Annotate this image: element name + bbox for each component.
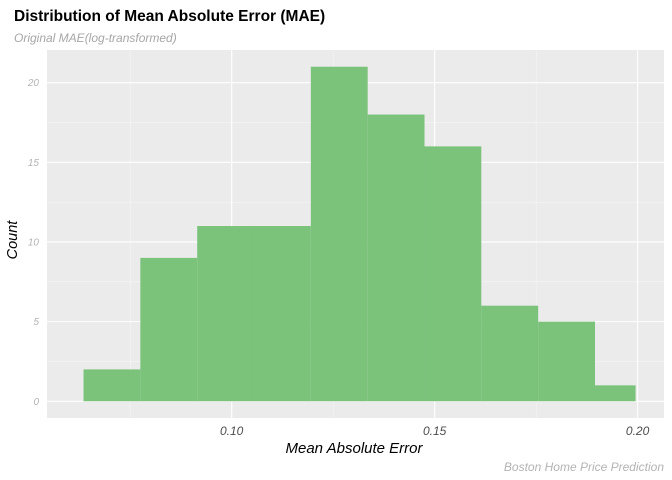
histogram-bar: [481, 305, 539, 402]
x-axis-label: Mean Absolute Error: [285, 440, 423, 457]
histogram-bar: [310, 66, 368, 402]
y-tick-label: 0: [33, 397, 39, 408]
y-tick-label: 15: [28, 158, 40, 169]
histogram-bar: [538, 321, 595, 402]
histogram-bar: [83, 369, 141, 402]
histogram-bar: [424, 146, 482, 402]
y-tick-labels: 0 5 10 15 20: [27, 78, 40, 408]
histogram-bar: [140, 257, 198, 402]
chart-subtitle: Original MAE(log-transformed): [14, 31, 177, 45]
x-tick-label: 0.20: [626, 424, 650, 438]
chart-title: Distribution of Mean Absolute Error (MAE…: [14, 8, 326, 25]
histogram-bar: [367, 114, 425, 402]
y-tick-label: 20: [27, 78, 40, 89]
x-tick-labels: 0.10 0.15 0.20: [220, 424, 650, 438]
y-tick-label: 10: [28, 237, 40, 248]
histogram-bar: [594, 385, 636, 402]
y-tick-label: 5: [33, 317, 39, 328]
histogram-bars: [83, 66, 636, 402]
histogram-bar: [197, 226, 255, 402]
chart-caption: Boston Home Price Prediction: [503, 460, 664, 474]
x-tick-label: 0.15: [423, 424, 447, 438]
x-tick-label: 0.10: [220, 424, 244, 438]
histogram-bar: [254, 226, 311, 402]
